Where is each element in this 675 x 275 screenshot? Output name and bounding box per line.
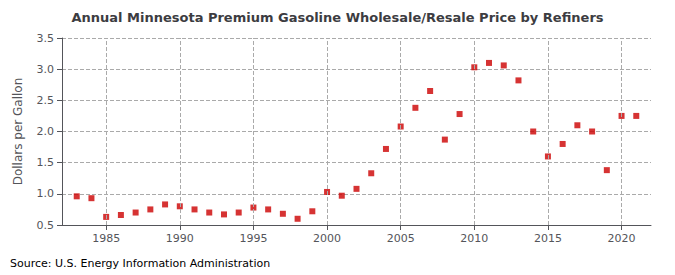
svg-text:Annual Minnesota Premium Gasol: Annual Minnesota Premium Gasoline Wholes… [71,10,603,25]
svg-text:1985: 1985 [92,232,120,245]
svg-text:1.5: 1.5 [37,156,55,169]
svg-text:3.5: 3.5 [37,32,55,45]
svg-text:Dollars per Gallon: Dollars per Gallon [11,78,25,186]
svg-text:0.5: 0.5 [37,219,55,232]
svg-text:2010: 2010 [460,232,488,245]
svg-text:2005: 2005 [387,232,415,245]
svg-text:2.0: 2.0 [37,125,55,138]
svg-text:Source: U.S. Energy Informatio: Source: U.S. Energy Information Administ… [10,257,270,270]
svg-text:2020: 2020 [608,232,636,245]
svg-text:2015: 2015 [534,232,562,245]
svg-text:1990: 1990 [166,232,194,245]
svg-text:3.0: 3.0 [37,63,55,76]
svg-text:2000: 2000 [313,232,341,245]
svg-text:1.0: 1.0 [37,187,55,200]
svg-text:2.5: 2.5 [37,94,55,107]
svg-text:1995: 1995 [239,232,267,245]
